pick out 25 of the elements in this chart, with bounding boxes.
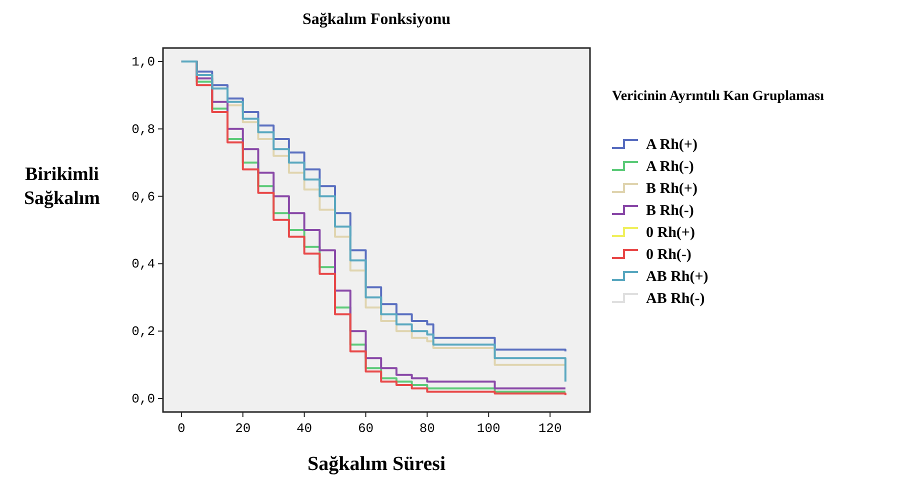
x-tick-label: 80 bbox=[419, 421, 435, 436]
legend-label: A Rh(-) bbox=[646, 159, 694, 175]
y-tick-label: 0,0 bbox=[132, 392, 155, 407]
x-tick-label: 0 bbox=[178, 421, 186, 436]
legend-label: A Rh(+) bbox=[646, 137, 698, 153]
legend-label: B Rh(+) bbox=[646, 181, 698, 197]
legend-label: AB Rh(+) bbox=[646, 269, 708, 285]
chart-title: Sağkalım Fonksiyonu bbox=[302, 11, 451, 28]
y-tick-label: 0,4 bbox=[132, 256, 156, 272]
x-axis-title: Sağkalım Süresi bbox=[308, 453, 446, 475]
y-tick-label: 1,0 bbox=[132, 54, 155, 70]
y-axis-title: Birikimli Sağkalım bbox=[24, 164, 100, 209]
legend-label: 0 Rh(+) bbox=[646, 225, 695, 241]
y-tick-label: 0,6 bbox=[132, 189, 155, 204]
x-tick-label: 20 bbox=[235, 421, 251, 436]
x-tick-label: 40 bbox=[296, 421, 312, 436]
legend-label: AB Rh(-) bbox=[646, 291, 705, 307]
legend-label: 0 Rh(-) bbox=[646, 247, 692, 263]
x-tick-label: 120 bbox=[538, 421, 562, 436]
x-tick-label: 100 bbox=[476, 421, 500, 436]
legend-title: Vericinin Ayrıntılı Kan Gruplaması bbox=[612, 89, 824, 104]
x-tick-label: 60 bbox=[358, 421, 374, 436]
y-tick-label: 0,2 bbox=[132, 324, 155, 340]
y-tick-label: 0,8 bbox=[132, 122, 155, 137]
legend-label: B Rh(-) bbox=[646, 203, 694, 219]
